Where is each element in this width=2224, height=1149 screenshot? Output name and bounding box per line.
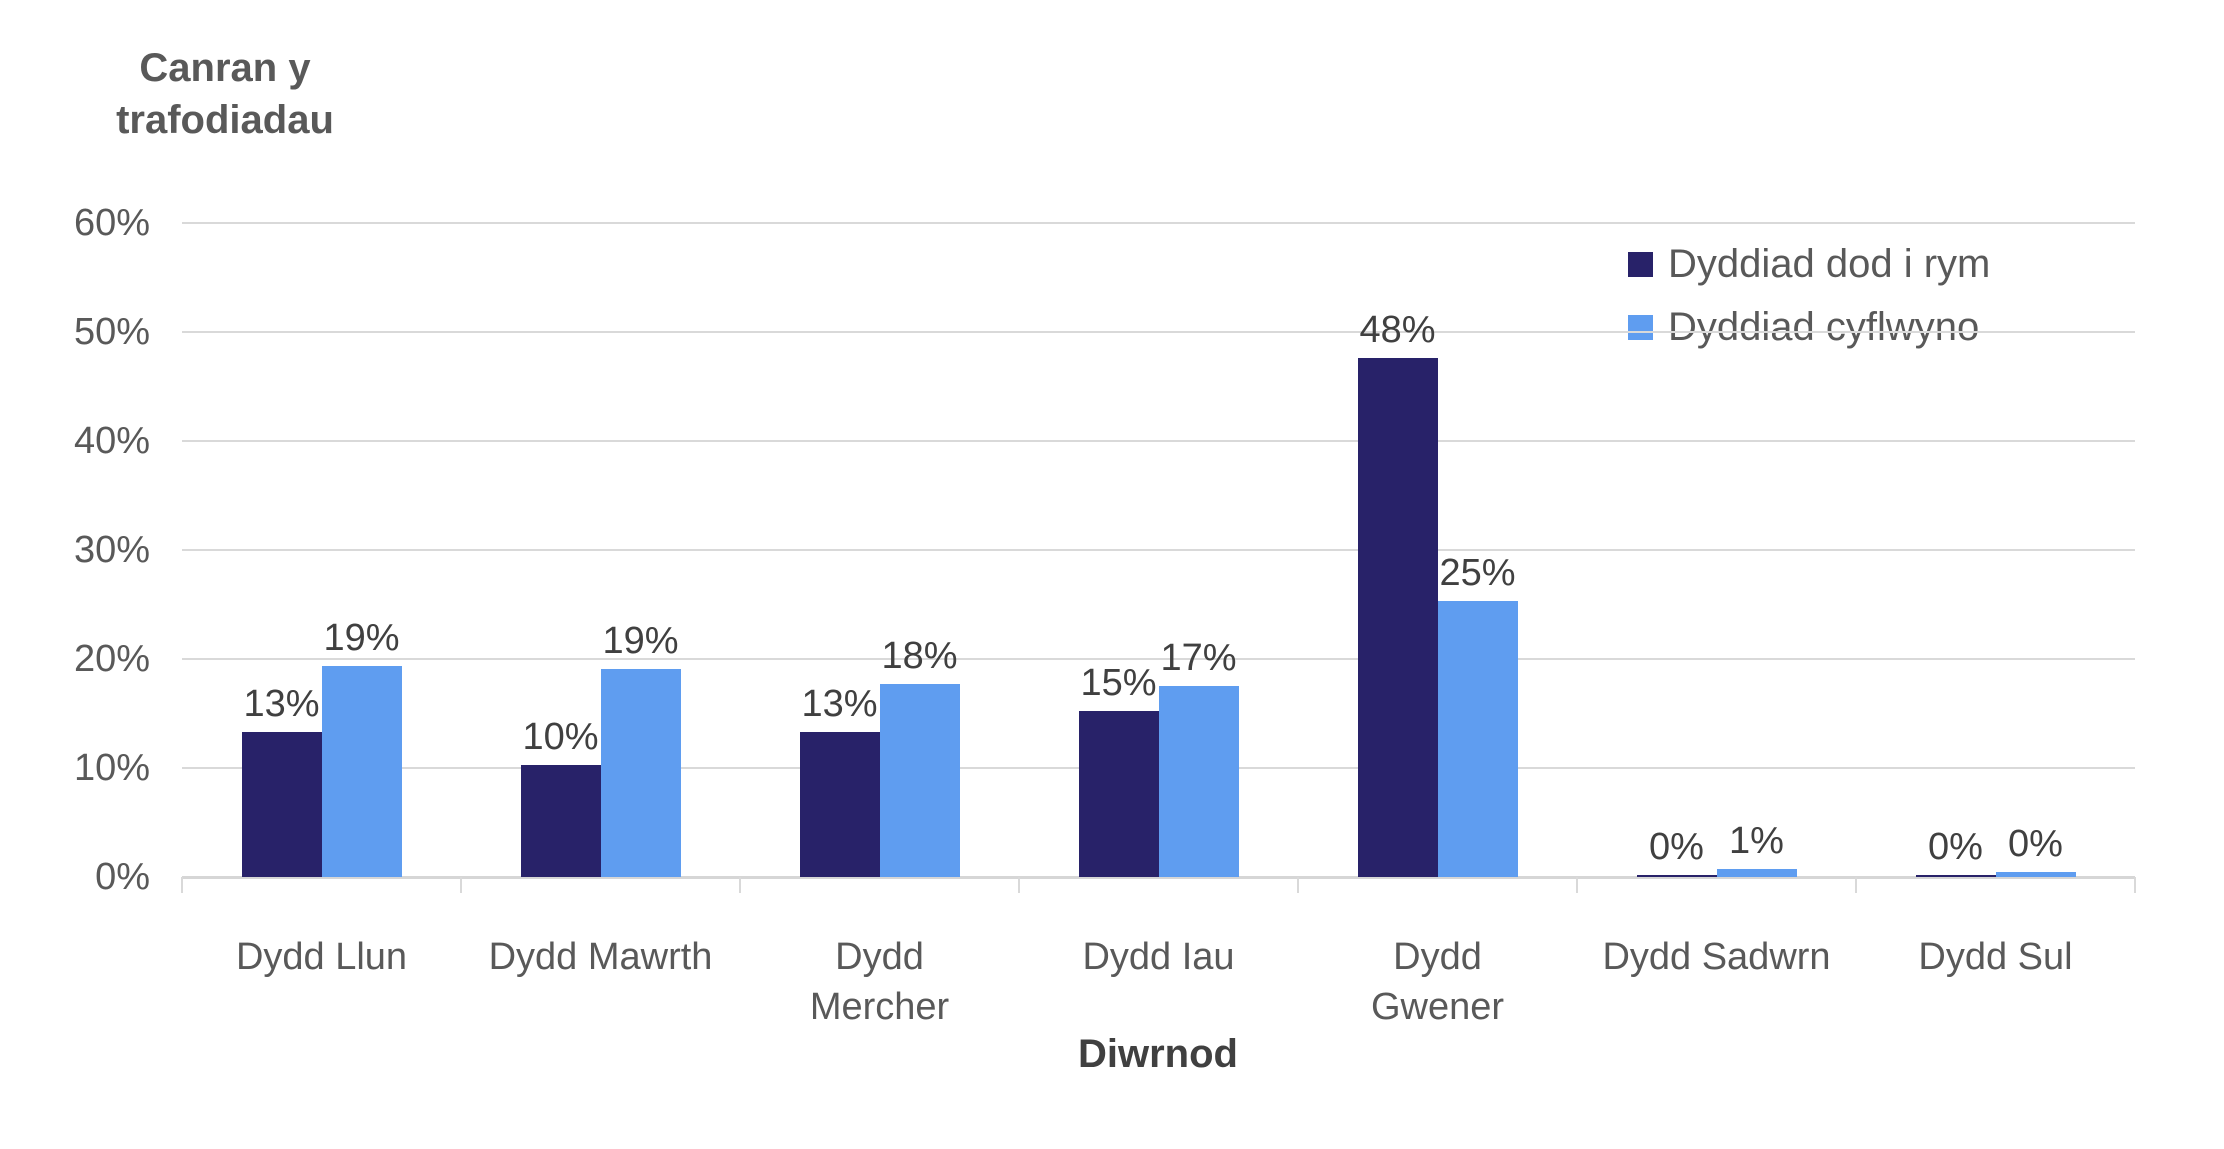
x-axis-tick bbox=[1576, 877, 1578, 893]
data-label-Dyddiad dod i rym-Dydd Mercher: 13% bbox=[801, 683, 878, 726]
x-category-label-Dydd Gwener: Dydd Gwener bbox=[1370, 936, 1505, 1028]
x-category-label-Dydd Sul: Dydd Sul bbox=[1918, 936, 2073, 978]
x-axis-tick bbox=[1297, 877, 1299, 893]
bar-Dyddiad dod i rym-Dydd Sul bbox=[1915, 874, 1996, 877]
x-category-label-Dydd Iau: Dydd Iau bbox=[1082, 936, 1235, 978]
x-category-label-Dydd Sadwrn: Dydd Sadwrn bbox=[1602, 936, 1831, 978]
x-axis-tick bbox=[460, 877, 462, 893]
bar-Dyddiad cyflwyno-Dydd Mawrth bbox=[600, 668, 681, 877]
x-axis-tick bbox=[1855, 877, 1857, 893]
bar-Dyddiad dod i rym-Dydd Gwener bbox=[1357, 358, 1438, 877]
gridline-20% bbox=[182, 658, 2135, 660]
gridline-60% bbox=[182, 222, 2135, 224]
data-label-Dyddiad dod i rym-Dydd Mawrth: 10% bbox=[522, 715, 599, 758]
x-axis-tick bbox=[1018, 877, 1020, 893]
data-label-Dyddiad cyflwyno-Dydd Iau: 17% bbox=[1160, 637, 1237, 680]
legend-swatch-navy-icon bbox=[1628, 251, 1653, 277]
bar-Dyddiad cyflwyno-Dydd Sul bbox=[1995, 872, 2076, 877]
x-axis-line bbox=[182, 876, 2135, 879]
y-tick-label-50%: 50% bbox=[73, 311, 150, 353]
data-label-Dyddiad cyflwyno-Dydd Llun: 19% bbox=[323, 616, 400, 659]
data-label-Dyddiad cyflwyno-Dydd Gwener: 25% bbox=[1439, 552, 1516, 595]
data-label-Dyddiad dod i rym-Dydd Sadwrn: 0% bbox=[1649, 825, 1704, 868]
chart-title: Canran y trafodiadau bbox=[116, 46, 334, 142]
data-label-Dyddiad cyflwyno-Dydd Mawrth: 19% bbox=[602, 619, 679, 662]
x-axis-title: Diwrnod bbox=[1078, 1032, 1238, 1076]
bar-Dyddiad dod i rym-Dydd Mercher bbox=[799, 732, 880, 877]
x-category-label-Dydd Mawrth: Dydd Mawrth bbox=[488, 936, 713, 978]
bar-Dyddiad cyflwyno-Dydd Gwener bbox=[1437, 601, 1518, 877]
bar-Dyddiad cyflwyno-Dydd Llun bbox=[321, 665, 402, 877]
x-category-label-Dydd Mercher: Dydd Mercher bbox=[809, 936, 950, 1028]
data-label-Dyddiad dod i rym-Dydd Gwener: 48% bbox=[1359, 309, 1436, 352]
gridline-40% bbox=[182, 440, 2135, 442]
y-tick-label-0%: 0% bbox=[95, 856, 150, 898]
x-axis-tick bbox=[739, 877, 741, 893]
y-tick-label-60%: 60% bbox=[73, 202, 150, 244]
x-axis-tick bbox=[181, 877, 183, 893]
x-axis-tick bbox=[2134, 877, 2136, 893]
data-label-Dyddiad dod i rym-Dydd Sul: 0% bbox=[1928, 825, 1983, 868]
legend-swatch-blue-icon bbox=[1628, 314, 1653, 340]
data-label-Dyddiad cyflwyno-Dydd Mercher: 18% bbox=[881, 635, 958, 678]
bar-Dyddiad dod i rym-Dydd Sadwrn bbox=[1636, 874, 1717, 877]
bar-Dyddiad dod i rym-Dydd Iau bbox=[1078, 711, 1159, 877]
bar-Dyddiad dod i rym-Dydd Llun bbox=[241, 732, 322, 877]
y-tick-label-10%: 10% bbox=[73, 747, 150, 789]
gridline-30% bbox=[182, 549, 2135, 551]
data-label-Dyddiad dod i rym-Dydd Iau: 15% bbox=[1080, 662, 1157, 705]
y-tick-label-40%: 40% bbox=[73, 420, 150, 462]
data-label-Dyddiad cyflwyno-Dydd Sadwrn: 1% bbox=[1729, 820, 1784, 863]
legend-label-dod-i-rym: Dyddiad dod i rym bbox=[1668, 241, 1991, 286]
y-tick-label-30%: 30% bbox=[73, 529, 150, 571]
legend-label-cyflwyno: Dyddiad cyflwyno bbox=[1668, 304, 1980, 349]
bar-Dyddiad dod i rym-Dydd Mawrth bbox=[520, 764, 601, 877]
data-label-Dyddiad cyflwyno-Dydd Sul: 0% bbox=[2008, 823, 2063, 866]
bar-Dyddiad cyflwyno-Dydd Iau bbox=[1158, 686, 1239, 877]
bar-Dyddiad cyflwyno-Dydd Mercher bbox=[879, 684, 960, 877]
gridline-50% bbox=[182, 331, 2135, 333]
legend-item-dod-i-rym: Dyddiad dod i rym bbox=[1628, 241, 1990, 287]
legend-item-cyflwyno: Dyddiad cyflwyno bbox=[1628, 304, 1979, 350]
y-tick-label-20%: 20% bbox=[73, 638, 150, 680]
bar-Dyddiad cyflwyno-Dydd Sadwrn bbox=[1716, 869, 1797, 877]
data-label-Dyddiad dod i rym-Dydd Llun: 13% bbox=[243, 683, 320, 726]
x-category-label-Dydd Llun: Dydd Llun bbox=[235, 936, 408, 978]
